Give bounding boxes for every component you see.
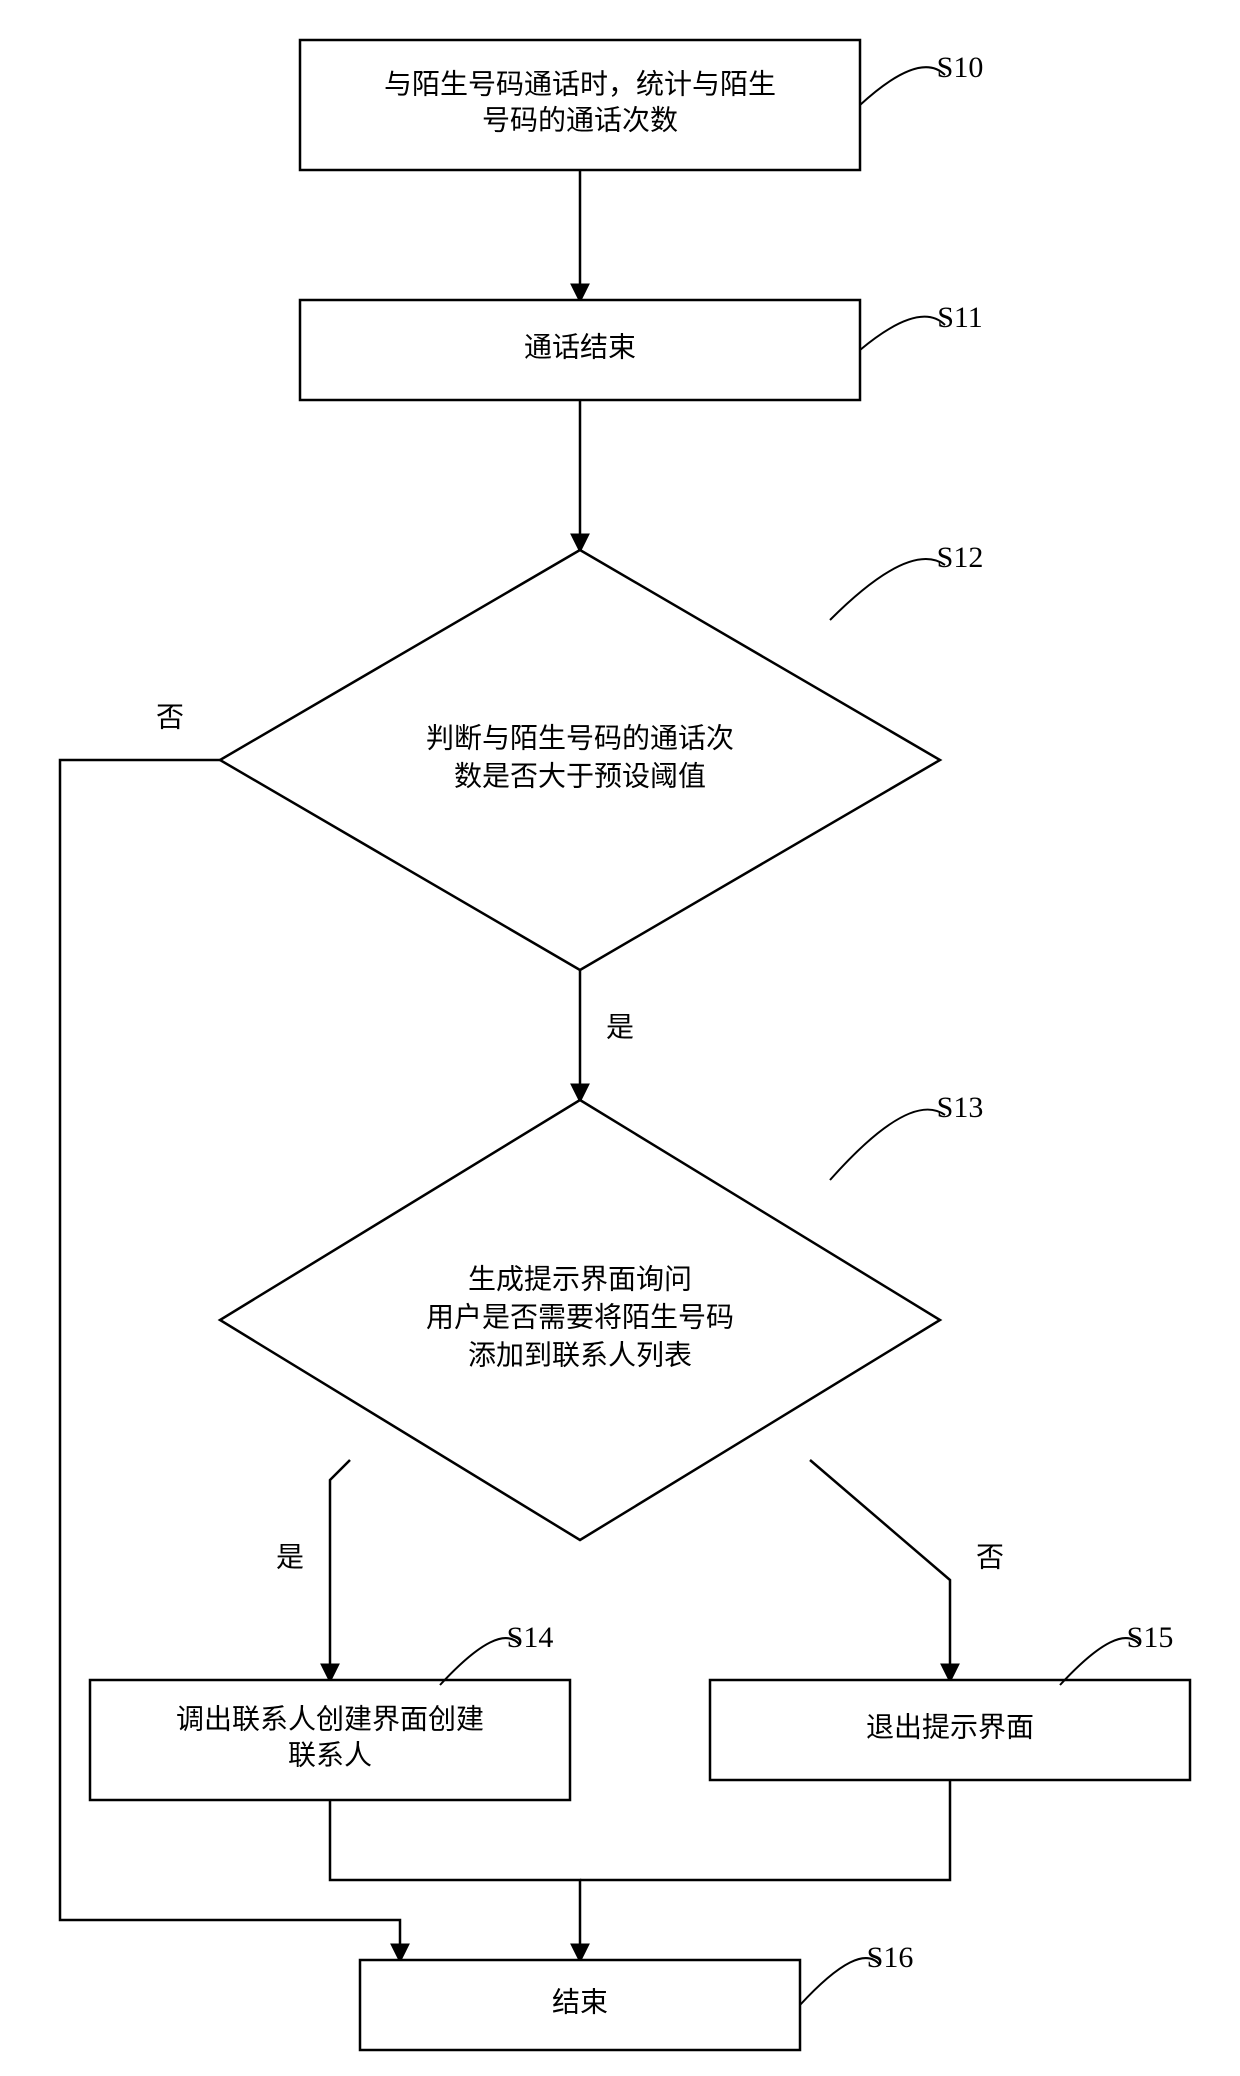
node-s15-line0: 退出提示界面	[866, 1711, 1034, 1743]
e-s13-s14-label: 是	[276, 1542, 304, 1573]
node-s12-line0: 判断与陌生号码的通话次	[426, 722, 734, 754]
node-s10-line1: 号码的通话次数	[482, 104, 678, 136]
node-s16: 结束	[360, 1960, 800, 2050]
node-s14-line0: 调出联系人创建界面创建	[176, 1703, 484, 1735]
node-s10: 与陌生号码通话时，统计与陌生号码的通话次数	[300, 40, 860, 170]
e-s14-s16	[330, 1800, 580, 1960]
node-s11-line0: 通话结束	[524, 331, 636, 363]
label-s11: S11	[937, 301, 983, 334]
node-s13-line0: 生成提示界面询问	[468, 1263, 692, 1295]
e-s13-s15-label: 否	[976, 1542, 1004, 1573]
e-s12-no-label: 否	[156, 702, 184, 733]
curve-s10	[860, 67, 945, 105]
label-s13: S13	[937, 1091, 984, 1124]
node-s14: 调出联系人创建界面创建联系人	[90, 1680, 570, 1800]
node-s12: 判断与陌生号码的通话次数是否大于预设阈值	[220, 550, 940, 970]
node-s10-line0: 与陌生号码通话时，统计与陌生	[384, 68, 776, 100]
label-s16: S16	[867, 1941, 914, 1974]
e-s15-s16	[580, 1780, 950, 1880]
node-s13: 生成提示界面询问用户是否需要将陌生号码添加到联系人列表	[220, 1100, 940, 1540]
curve-s13	[830, 1110, 945, 1180]
node-s14-line1: 联系人	[288, 1739, 372, 1771]
label-s10: S10	[937, 51, 984, 84]
node-s15: 退出提示界面	[710, 1680, 1190, 1780]
curve-s12	[830, 559, 945, 620]
node-s16-line0: 结束	[552, 1986, 608, 2018]
e-s12-s13-label: 是	[606, 1012, 634, 1043]
label-s12: S12	[937, 541, 984, 574]
e-s13-s14	[330, 1460, 350, 1680]
node-s13-line1: 用户是否需要将陌生号码	[426, 1301, 734, 1333]
curve-s11	[860, 317, 945, 350]
e-s13-s15	[810, 1460, 950, 1680]
node-s11: 通话结束	[300, 300, 860, 400]
label-s14: S14	[507, 1621, 554, 1654]
node-s12-line1: 数是否大于预设阈值	[454, 760, 706, 792]
label-s15: S15	[1127, 1621, 1174, 1654]
node-s13-line2: 添加到联系人列表	[468, 1339, 692, 1371]
